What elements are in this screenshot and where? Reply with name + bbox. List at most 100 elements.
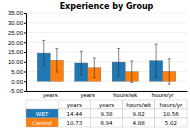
table-cell: [58, 109, 90, 118]
tick: hours/yr: [152, 92, 174, 98]
tick: 15.00: [8, 49, 26, 55]
title: Experience by Group: [60, 2, 154, 11]
error-cap: [117, 75, 120, 76]
table-text: Control: [32, 120, 52, 126]
grid-line: [26, 42, 187, 43]
tick-mark: [24, 72, 26, 73]
table-cell: [58, 118, 90, 127]
table-cell: [58, 100, 90, 109]
tick-mark: [24, 13, 26, 14]
table-text: 10.73: [66, 120, 82, 126]
table-text: 10.56: [163, 111, 179, 117]
tick: -5.00: [9, 88, 26, 94]
x-axis: years years hours/wk hours/yr: [27, 92, 188, 99]
error-cap: [93, 77, 96, 78]
tick-mark: [24, 52, 26, 53]
table-text: 5.02: [165, 120, 177, 126]
table-cell: [90, 109, 122, 118]
tick-mark: [24, 33, 26, 34]
table-text: hours/yr: [159, 102, 183, 109]
tick-label: 10.00: [8, 59, 24, 65]
series: [50, 49, 175, 85]
table-cell: [123, 118, 155, 127]
tick-label: hours/yr: [152, 92, 174, 98]
tick-mark: [24, 23, 26, 24]
error-cap: [55, 48, 58, 49]
error-cap: [93, 57, 96, 58]
error-bar: [130, 61, 133, 82]
error-cap: [168, 58, 171, 59]
chart: Experience by Group 35.00 30.00 25.00 20.00 1…: [0, 0, 190, 129]
error-cap: [117, 48, 120, 49]
tick-label: 5.00: [11, 69, 23, 75]
tick-label: 20.00: [8, 40, 24, 46]
table-text: hours/wk: [126, 102, 152, 108]
table-cell: [90, 100, 122, 109]
tick-label: 35.00: [8, 10, 24, 16]
error-line: [81, 51, 82, 74]
tick: 30.00: [8, 20, 26, 26]
error-cap: [42, 65, 45, 66]
data-table: years years hours/wk hours/yr WBT 14.44 9.38 9.…: [26, 100, 187, 127]
error-line: [118, 48, 119, 75]
error-line: [156, 44, 157, 77]
tick-label: -5.00: [9, 88, 23, 94]
error-cap: [155, 44, 158, 45]
table-cell: [26, 118, 58, 127]
error-bar: [55, 49, 58, 72]
tick: 35.00: [8, 10, 26, 16]
tick: years: [43, 92, 58, 98]
table-text: 9.82: [133, 111, 145, 117]
grid-line: [26, 13, 187, 14]
table-cell: [155, 118, 187, 127]
tick-label: 30.00: [8, 20, 24, 26]
table-text: 4.88: [133, 120, 146, 126]
tick: hours/wk: [113, 92, 138, 98]
tick-mark: [24, 42, 26, 43]
tick-mark: [24, 91, 26, 92]
tick-label: 0.00: [11, 79, 23, 85]
table-text: WBT: [36, 111, 49, 117]
grid-line: [26, 52, 187, 53]
tick-label: 15.00: [8, 49, 24, 55]
table-cell: [26, 100, 58, 109]
error-cap: [168, 84, 171, 85]
tick-mark: [24, 62, 26, 63]
error-line: [94, 58, 95, 78]
table-cell: [90, 118, 122, 127]
y-axis: 35.00 30.00 25.00 20.00 15.00 10.00 5.00 0.00 -5…: [8, 10, 27, 94]
error-cap: [130, 61, 133, 62]
tick-label: 25.00: [8, 30, 24, 36]
tick: 20.00: [8, 40, 26, 46]
series: [37, 40, 162, 81]
tick: years: [80, 92, 95, 98]
table-text: 14.44: [66, 111, 82, 117]
error-bar: [117, 48, 120, 75]
error-bar: [168, 59, 171, 84]
error-cap: [42, 40, 45, 41]
grid-line: [26, 22, 187, 23]
error-bar: [42, 40, 45, 65]
bars: [37, 40, 176, 84]
error-bar: [155, 44, 158, 77]
error-line: [169, 59, 170, 84]
table-cell: [26, 109, 58, 118]
error-bar: [80, 51, 83, 74]
table-text: years: [67, 102, 82, 109]
tick: 5.00: [11, 69, 26, 75]
table-cell: [123, 100, 155, 109]
tick-label: years: [80, 92, 95, 98]
plot: 35.00 30.00 25.00 20.00 15.00 10.00 5.00 0.00 -5…: [8, 10, 188, 98]
axis-line: [24, 14, 27, 92]
error-cap: [55, 72, 58, 73]
tick: 10.00: [8, 59, 26, 65]
error-bar: [93, 58, 96, 78]
table-text: years: [99, 102, 114, 109]
error-line: [56, 49, 57, 72]
table-cell: [123, 109, 155, 118]
tick: 25.00: [8, 30, 26, 36]
table-cell: [155, 109, 187, 118]
error-cap: [155, 77, 158, 78]
tick-mark: [24, 81, 26, 82]
table-text: 9.38: [100, 111, 113, 117]
